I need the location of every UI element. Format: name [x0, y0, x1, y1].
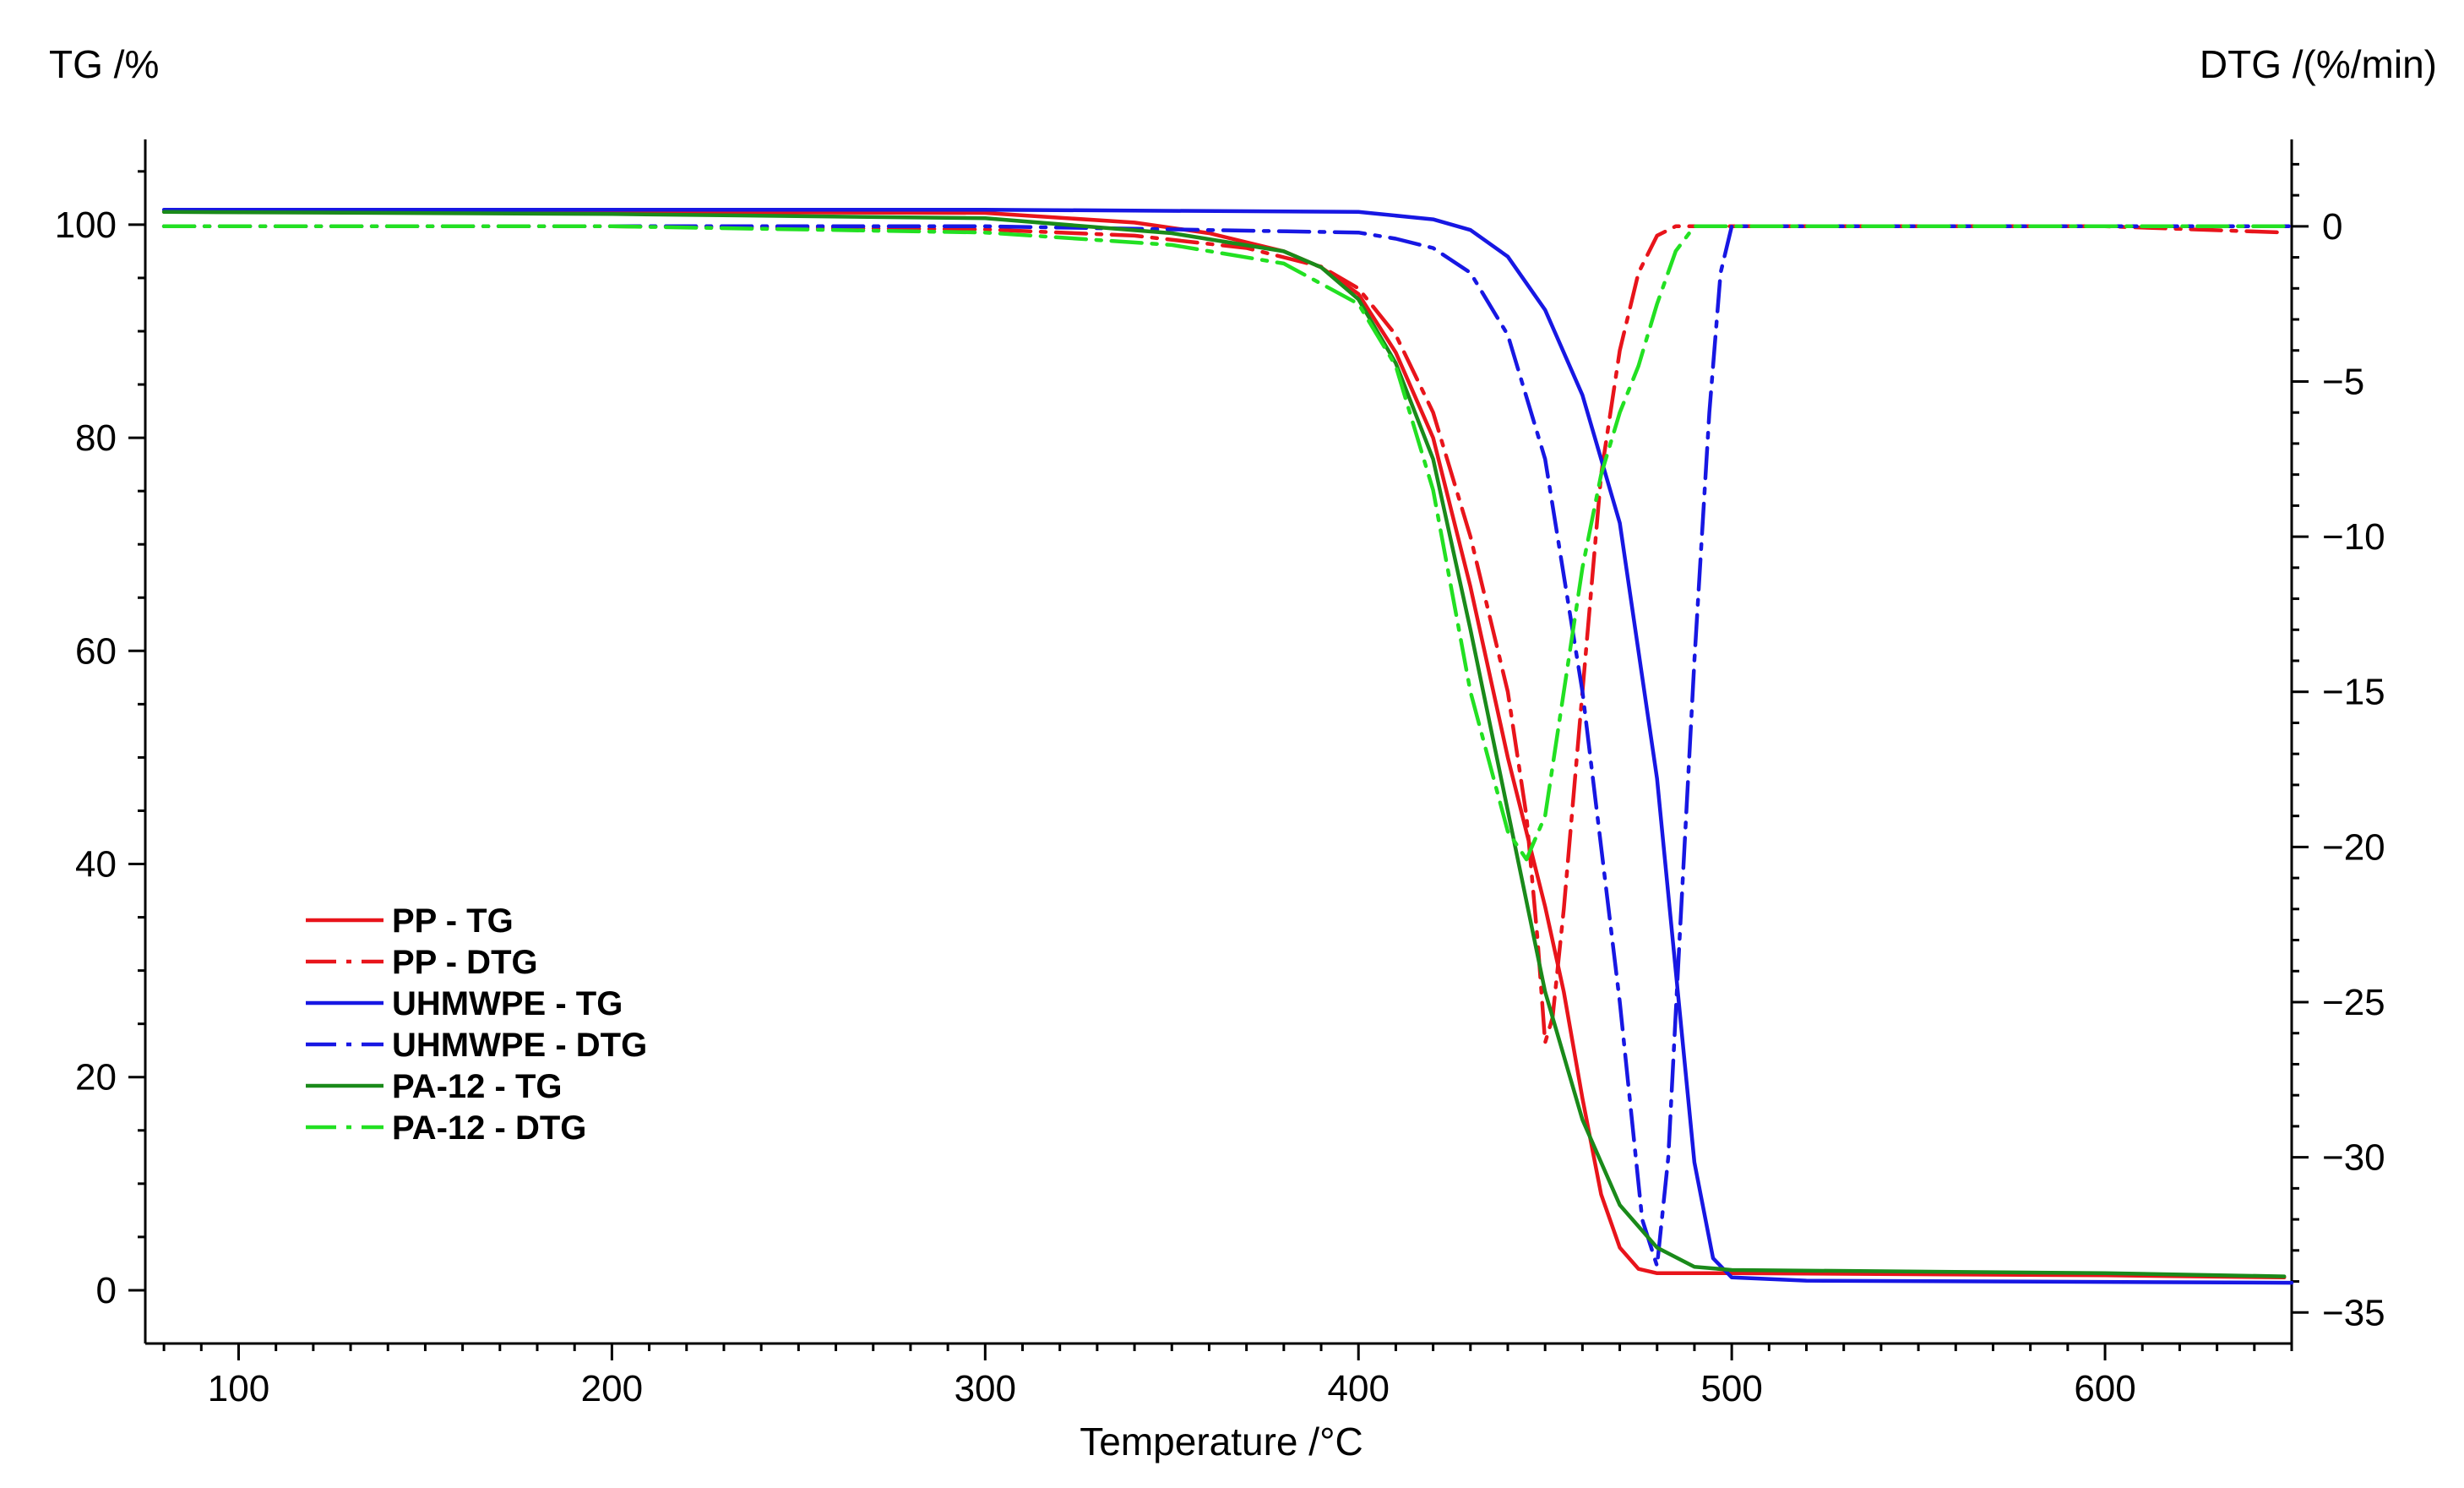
y-right-tick-label: −35	[2322, 1292, 2385, 1333]
x-tick-label: 500	[1700, 1368, 1762, 1409]
y-left-tick-label: 0	[96, 1270, 117, 1311]
y-left-tick-label: 80	[75, 417, 117, 459]
x-tick-label: 100	[208, 1368, 269, 1409]
y-right-tick-label: −25	[2322, 982, 2385, 1023]
x-tick-label: 400	[1328, 1368, 1390, 1409]
series-line-6	[161, 224, 2294, 862]
y-left-tick-label: 20	[75, 1057, 117, 1098]
y-right-tick-label: −20	[2322, 826, 2385, 868]
series-line-4	[161, 224, 2294, 1268]
y-left-tick-label: 40	[75, 844, 117, 886]
legend: PP - TG PP - DTG UHMWPE - TG UHMWPE - DTG PA…	[306, 902, 647, 1147]
legend-label-6: PA-12 - DTG	[392, 1109, 586, 1147]
y-right-tick-label: 0	[2322, 206, 2342, 248]
x-tick-label: 200	[581, 1368, 643, 1409]
y-right-tick-label: −30	[2322, 1137, 2385, 1179]
y-right-tick-label: −5	[2322, 361, 2364, 402]
y-right-tick-label: −15	[2322, 672, 2385, 713]
series-line-2	[161, 224, 2287, 1045]
x-axis-title: Temperature /°C	[1080, 1420, 1363, 1463]
legend-label-4: UHMWPE - DTG	[392, 1027, 647, 1064]
x-tick-label: 600	[2074, 1368, 2135, 1409]
plot-series	[161, 207, 2294, 1285]
y-right-axis-title: DTG /(%/min)	[2200, 42, 2437, 86]
y-left-axis-title: TG /%	[49, 42, 159, 86]
legend-label-3: UHMWPE - TG	[392, 985, 623, 1022]
legend-label-2: PP - DTG	[392, 944, 538, 981]
series-line-5	[161, 210, 2287, 1278]
legend-label-1: PP - TG	[392, 902, 514, 940]
y-right-tick-label: −10	[2322, 516, 2385, 558]
y-left-tick-label: 100	[55, 204, 117, 246]
legend-label-5: PA-12 - TG	[392, 1068, 563, 1105]
axes: 100 200 300 400 500 600 0 20 40 60 80 100 0 −5 −10 −15 −…	[55, 139, 2385, 1409]
y-left-tick-label: 60	[75, 630, 117, 672]
x-tick-label: 300	[955, 1368, 1016, 1409]
